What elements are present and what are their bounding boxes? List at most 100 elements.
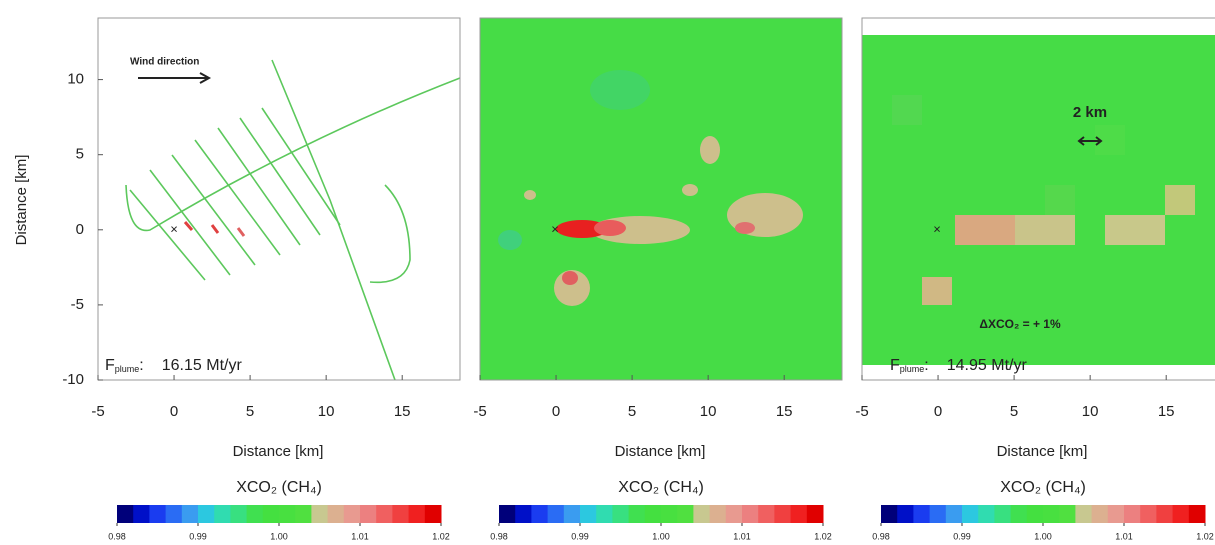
colorbar-swatch bbox=[644, 505, 662, 523]
colorbar-swatch bbox=[628, 505, 646, 523]
colorbar-swatch bbox=[295, 505, 312, 523]
x-tick-label: 15 bbox=[776, 403, 793, 420]
colorbar-swatch bbox=[149, 505, 167, 523]
colorbar-swatch bbox=[547, 505, 565, 523]
x-tick-label: 10 bbox=[318, 403, 335, 420]
flux-value: 16.15 Mt/yr bbox=[162, 357, 243, 374]
x-tick-label: 0 bbox=[552, 403, 560, 420]
delta-label: ΔXCO₂ = + 1% bbox=[979, 317, 1061, 331]
colorbar-tick-label: 1.01 bbox=[733, 531, 751, 541]
colorbar-swatch bbox=[1091, 505, 1109, 523]
x-axis-label: Distance [km] bbox=[997, 443, 1088, 460]
colorbar-swatch bbox=[327, 505, 345, 523]
colorbar-swatch bbox=[580, 505, 597, 523]
colorbar-tick-label: 1.01 bbox=[351, 531, 369, 541]
colorbar-swatch bbox=[117, 505, 134, 523]
frames bbox=[97, 17, 1215, 381]
colorbar-tick-label: 1.01 bbox=[1115, 531, 1133, 541]
x-axis-label: Distance [km] bbox=[615, 443, 706, 460]
x-tick-label: 5 bbox=[628, 403, 636, 420]
flux-sub: plume bbox=[115, 364, 140, 374]
x-tick-label: 10 bbox=[700, 403, 717, 420]
flux-sub: plume bbox=[900, 364, 925, 374]
colorbar-swatch bbox=[978, 505, 995, 523]
colorbar-tick-label: 0.98 bbox=[490, 531, 508, 541]
colorbar-swatch bbox=[945, 505, 963, 523]
colorbar-tick-label: 1.00 bbox=[270, 531, 288, 541]
colorbar-title: XCO₂ (CH₄) bbox=[1000, 479, 1086, 496]
source-markers: × × × bbox=[170, 221, 941, 236]
colorbar-swatch bbox=[693, 505, 711, 523]
colorbar-tick-label: 0.99 bbox=[189, 531, 207, 541]
colorbar-swatch bbox=[962, 505, 979, 523]
y-tick-label: 0 bbox=[76, 221, 84, 238]
source-marker: × bbox=[551, 221, 559, 236]
flux-value: 14.95 Mt/yr bbox=[947, 357, 1028, 374]
colorbar-tick-label: 1.02 bbox=[814, 531, 832, 541]
colorbar-swatch bbox=[725, 505, 743, 523]
colorbar-swatch bbox=[661, 505, 678, 523]
source-marker: × bbox=[170, 221, 178, 236]
y-axis-label: Distance [km] bbox=[13, 155, 30, 246]
scale-arrow bbox=[1077, 136, 1103, 146]
colorbar-tick-label: 0.98 bbox=[872, 531, 890, 541]
colorbar-swatch bbox=[214, 505, 231, 523]
colorbar-swatch bbox=[1156, 505, 1174, 523]
colorbar-swatch bbox=[408, 505, 426, 523]
colorbar-swatch bbox=[709, 505, 727, 523]
x-tick-label: -5 bbox=[855, 403, 868, 420]
colorbar-swatch bbox=[612, 505, 630, 523]
colorbar-swatch bbox=[1124, 505, 1141, 523]
colorbar-swatch bbox=[790, 505, 808, 523]
colorbar-swatch bbox=[262, 505, 280, 523]
colorbar-swatch bbox=[881, 505, 898, 523]
colorbar-swatch bbox=[246, 505, 264, 523]
colorbar-swatch bbox=[515, 505, 532, 523]
x-tick-label: 0 bbox=[170, 403, 178, 420]
x-tick-label: -5 bbox=[473, 403, 486, 420]
colorbar-swatch bbox=[311, 505, 329, 523]
colorbar-title: XCO₂ (CH₄) bbox=[236, 479, 322, 496]
colorbar-swatch bbox=[758, 505, 775, 523]
flux-f: F bbox=[105, 357, 115, 374]
colorbar-swatch bbox=[230, 505, 248, 523]
colorbar-tick-label: 1.00 bbox=[652, 531, 670, 541]
colorbar-swatch bbox=[913, 505, 931, 523]
x-tick-label: 10 bbox=[1082, 403, 1099, 420]
colorbar-swatch bbox=[1075, 505, 1093, 523]
flux-label: Fplume: 16.15 Mt/yr bbox=[105, 357, 242, 374]
colorbar-tick-label: 0.98 bbox=[108, 531, 126, 541]
scale-label: 2 km bbox=[1073, 104, 1107, 121]
colorbar-swatch bbox=[279, 505, 296, 523]
flux-colon: : bbox=[139, 357, 143, 374]
colorbar-swatch bbox=[1107, 505, 1125, 523]
y-tick-label: -10 bbox=[62, 371, 84, 388]
colorbar-swatch bbox=[596, 505, 613, 523]
colorbar-swatch bbox=[677, 505, 694, 523]
x-axis-label: Distance [km] bbox=[233, 443, 324, 460]
x-tick-label: 0 bbox=[934, 403, 942, 420]
flux-colon: : bbox=[924, 357, 928, 374]
field-1 bbox=[98, 18, 461, 381]
colorbar-swatch bbox=[897, 505, 914, 523]
colorbar-swatch bbox=[1043, 505, 1060, 523]
source-marker: × bbox=[933, 221, 941, 236]
colorbar-swatch bbox=[499, 505, 516, 523]
colorbar-swatch bbox=[198, 505, 215, 523]
colorbar-swatch bbox=[1059, 505, 1076, 523]
colorbar-title: XCO₂ (CH₄) bbox=[618, 479, 704, 496]
colorbar-swatch bbox=[929, 505, 947, 523]
colorbar-swatch bbox=[806, 505, 824, 523]
colorbar-swatch bbox=[181, 505, 199, 523]
colorbar-swatch bbox=[1172, 505, 1190, 523]
colorbar-tick-label: 0.99 bbox=[953, 531, 971, 541]
colorbar-swatch bbox=[563, 505, 581, 523]
colorbar-swatch bbox=[133, 505, 150, 523]
colorbar-swatch bbox=[774, 505, 792, 523]
wind-arrow bbox=[138, 72, 212, 84]
colorbar-swatch bbox=[360, 505, 377, 523]
y-tick-label: 10 bbox=[67, 71, 84, 88]
y-tick-label: 5 bbox=[76, 146, 84, 163]
